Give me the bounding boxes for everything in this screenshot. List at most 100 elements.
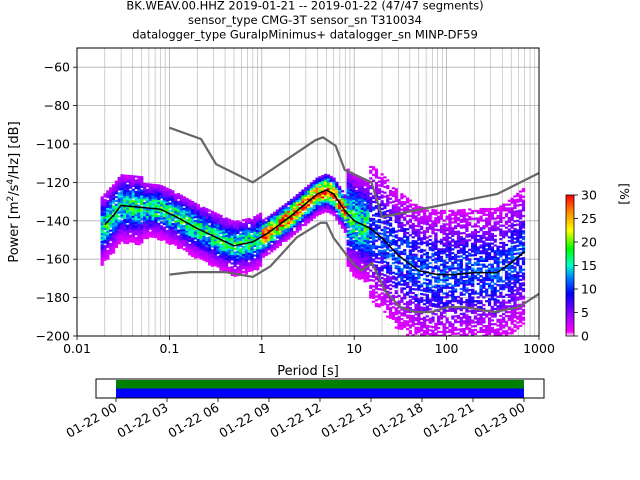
pdf-cell: [100, 230, 104, 234]
pdf-cell: [137, 241, 141, 244]
pdf-cell: [196, 213, 200, 216]
pdf-cell: [485, 300, 489, 303]
pdf-cell: [377, 220, 381, 224]
pdf-cell: [267, 227, 271, 230]
pdf-cell: [236, 247, 240, 250]
pdf-cell: [256, 243, 260, 246]
pdf-cell: [137, 221, 141, 225]
pdf-cell: [179, 211, 183, 215]
pdf-cell: [171, 205, 175, 208]
pdf-cell: [213, 219, 217, 223]
pdf-cell: [456, 332, 461, 335]
pdf-cell: [507, 299, 511, 302]
pdf-cell: [485, 230, 489, 234]
pdf-cell: [185, 201, 189, 204]
pdf-cell: [165, 241, 169, 244]
pdf-cell: [346, 185, 350, 189]
pdf-cell: [439, 250, 444, 253]
pdf-cell: [451, 257, 455, 261]
pdf-cell: [374, 268, 379, 271]
pdf-cell: [397, 250, 401, 253]
pdf-cell: [134, 212, 138, 215]
pdf-cell: [485, 269, 489, 272]
pdf-cell: [476, 250, 480, 253]
pdf-cell: [352, 197, 356, 200]
pdf-cell: [487, 330, 492, 334]
pdf-cell: [224, 230, 229, 234]
pdf-cell: [171, 236, 175, 239]
pdf-cell: [425, 236, 429, 239]
pdf-cell: [355, 257, 359, 260]
pdf-cell: [157, 234, 161, 237]
pdf-cell: [123, 222, 127, 225]
pdf-cell: [487, 221, 492, 224]
pdf-cell: [346, 214, 350, 217]
pdf-cell: [408, 303, 412, 306]
pdf-cell: [137, 233, 141, 236]
pdf-cell: [507, 289, 511, 293]
pdf-cell: [473, 300, 478, 303]
pdf-cell: [111, 218, 116, 222]
pdf-cell: [391, 311, 396, 315]
pdf-cell: [386, 238, 390, 242]
pdf-cell: [253, 235, 257, 238]
pdf-cell: [329, 185, 333, 188]
pdf-cell: [496, 245, 500, 248]
pdf-cell: [485, 332, 489, 335]
pdf-cell: [465, 229, 469, 232]
pdf-cell: [448, 323, 452, 326]
pdf-cell: [250, 230, 254, 234]
pdf-cell: [431, 325, 435, 329]
pdf-cell: [462, 279, 466, 283]
pdf-cell: [230, 258, 234, 261]
pdf-cell: [439, 238, 444, 241]
pdf-cell: [487, 273, 492, 276]
pdf-cell: [114, 205, 118, 208]
pdf-cell: [250, 263, 254, 266]
pdf-cell: [111, 245, 116, 248]
pdf-cell: [510, 241, 514, 245]
pdf-cell: [292, 196, 297, 199]
pdf-cell: [258, 226, 263, 229]
pdf-cell: [290, 217, 294, 221]
pdf-cell: [227, 249, 232, 252]
pdf-cell: [145, 229, 150, 232]
pdf-cell: [465, 316, 469, 319]
pdf-cell: [244, 218, 249, 221]
pdf-cell: [219, 232, 223, 235]
pdf-cell: [120, 214, 124, 217]
pdf-cell: [145, 217, 150, 220]
pdf-cell: [456, 242, 461, 245]
pdf-cell: [366, 241, 370, 244]
pdf-cell: [451, 221, 455, 224]
pdf-cell: [462, 237, 466, 240]
pdf-cell: [507, 251, 511, 254]
pdf-cell: [126, 211, 130, 214]
pdf-cell: [374, 239, 379, 242]
pdf-cell: [397, 229, 401, 232]
pdf-cell: [357, 229, 362, 232]
pdf-cell: [394, 259, 398, 262]
pdf-cell: [216, 223, 220, 226]
pdf-cell: [196, 204, 200, 207]
pdf-cell: [196, 231, 200, 234]
pdf-cell: [499, 278, 503, 281]
pdf-cell: [126, 238, 130, 241]
pdf-cell: [487, 286, 492, 289]
pdf-cell: [140, 237, 144, 240]
pdf-cell: [111, 222, 116, 225]
pdf-cell: [309, 209, 314, 212]
pdf-cell: [417, 223, 421, 226]
pdf-cell: [196, 236, 200, 240]
pdf-cell: [140, 202, 144, 206]
pdf-cell: [459, 291, 463, 294]
pdf-cell: [261, 230, 265, 233]
pdf-cell: [490, 257, 494, 261]
pdf-cell: [287, 229, 291, 233]
pdf-cell: [222, 246, 226, 250]
pdf-cell: [355, 180, 359, 183]
pdf-cell: [352, 190, 356, 193]
pdf-cell: [431, 208, 435, 212]
pdf-cell: [417, 313, 421, 316]
pdf-cell: [355, 258, 359, 262]
